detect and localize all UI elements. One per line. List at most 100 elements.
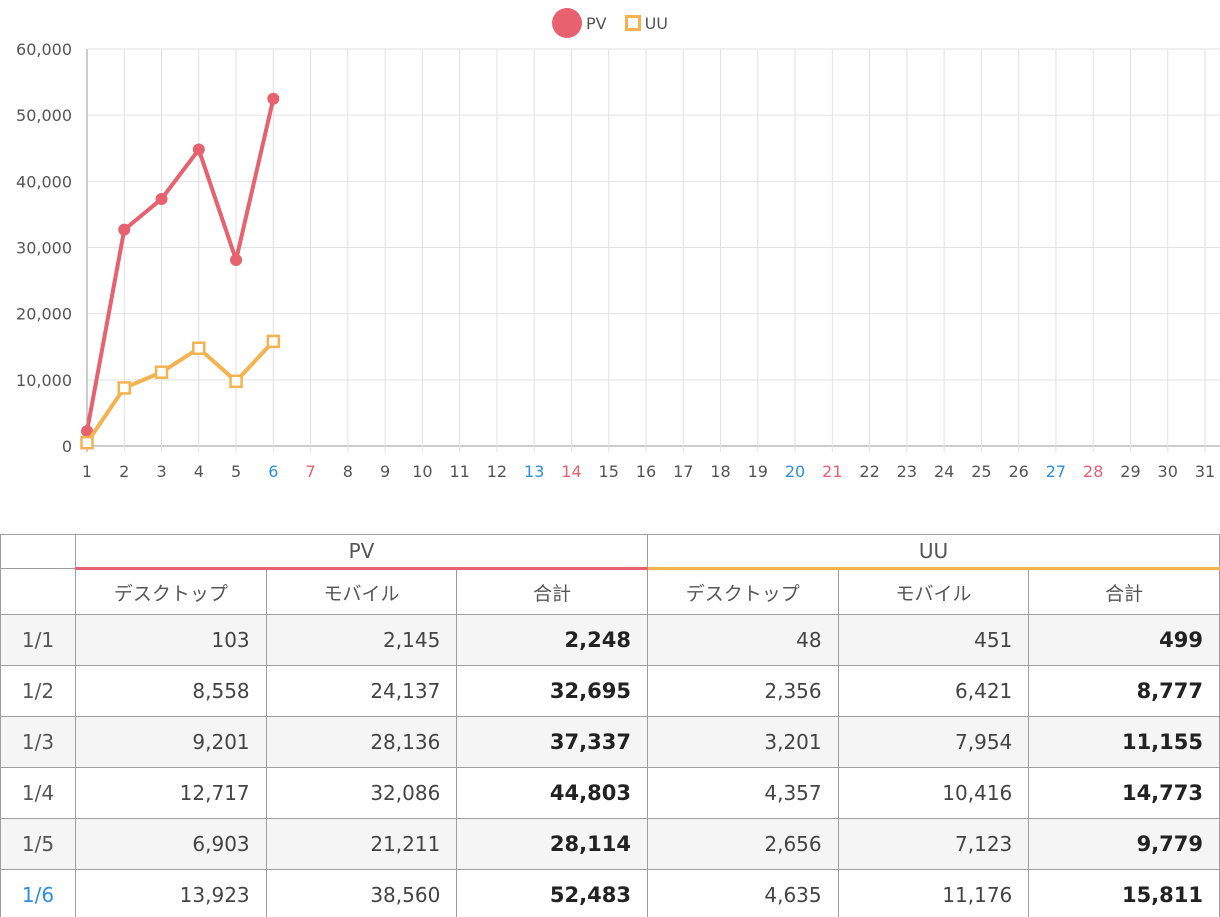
cell-uu-mobile: 6,421 bbox=[837, 665, 1030, 717]
table-row: 1/3 9,201 28,136 37,337 3,201 7,954 11,155 bbox=[0, 716, 1220, 768]
point-pv bbox=[267, 92, 280, 105]
point-uu bbox=[229, 374, 243, 389]
table-row: 1/4 12,717 32,086 44,803 4,357 10,416 14,773 bbox=[0, 767, 1220, 819]
x-tick-label: 22 bbox=[859, 462, 879, 481]
x-tick-label: 30 bbox=[1158, 462, 1178, 481]
legend-item-uu[interactable]: UU bbox=[621, 14, 668, 33]
cell-pv-mobile: 24,137 bbox=[265, 665, 458, 717]
cell-pv-mobile: 28,136 bbox=[265, 716, 458, 768]
cell-uu-total: 499 bbox=[1028, 614, 1220, 666]
point-pv bbox=[230, 253, 243, 266]
x-tick-label: 29 bbox=[1120, 462, 1140, 481]
row-date: 1/2 bbox=[0, 665, 76, 717]
cell-pv-desktop: 6,903 bbox=[75, 818, 267, 870]
x-tick-label: 4 bbox=[194, 462, 204, 481]
y-tick-label: 30,000 bbox=[16, 239, 72, 258]
point-uu bbox=[154, 365, 169, 379]
cell-pv-mobile: 2,145 bbox=[265, 614, 458, 666]
stats-table-container: PV UU デスクトップ モバイル 合計 デスクトップ モバイル 合計 1/1 1… bbox=[0, 534, 1220, 917]
subheader-uu-mobile: モバイル bbox=[837, 567, 1030, 615]
point-uu bbox=[266, 334, 281, 349]
cell-uu-mobile: 11,176 bbox=[837, 869, 1030, 917]
x-tick-label: 26 bbox=[1008, 462, 1028, 481]
x-tick-label: 2 bbox=[119, 462, 129, 481]
x-tick-label: 20 bbox=[785, 462, 805, 481]
cell-pv-total: 2,248 bbox=[456, 614, 648, 666]
cell-uu-desktop: 48 bbox=[646, 614, 839, 666]
cell-pv-mobile: 38,560 bbox=[265, 869, 458, 917]
cell-uu-mobile: 451 bbox=[837, 614, 1030, 666]
x-tick-label: 8 bbox=[343, 462, 353, 481]
corner-cell bbox=[0, 534, 76, 569]
cell-pv-total: 44,803 bbox=[456, 767, 648, 819]
cell-uu-total: 11,155 bbox=[1028, 716, 1220, 768]
cell-pv-total: 37,337 bbox=[456, 716, 648, 768]
subheader-pv-total: 合計 bbox=[456, 567, 648, 615]
row-date: 1/1 bbox=[0, 614, 76, 666]
row-date[interactable]: 1/6 bbox=[0, 869, 76, 917]
stats-table: PV UU デスクトップ モバイル 合計 デスクトップ モバイル 合計 1/1 1… bbox=[0, 534, 1220, 917]
point-uu bbox=[117, 381, 132, 395]
row-date: 1/3 bbox=[0, 716, 76, 768]
x-tick-label: 18 bbox=[710, 462, 730, 481]
subheader-uu-desktop: デスクトップ bbox=[646, 567, 839, 615]
point-pv bbox=[192, 143, 205, 156]
point-pv bbox=[81, 425, 93, 438]
cell-pv-total: 52,483 bbox=[456, 869, 648, 917]
legend-uu-marker bbox=[624, 15, 641, 31]
table-row: 1/2 8,558 24,137 32,695 2,356 6,421 8,777 bbox=[0, 665, 1220, 717]
x-tick-label: 5 bbox=[231, 462, 241, 481]
series-line-uu bbox=[85, 340, 275, 444]
x-tick-label: 24 bbox=[934, 462, 954, 481]
x-tick-label: 23 bbox=[897, 462, 917, 481]
cell-uu-total: 9,779 bbox=[1028, 818, 1220, 870]
point-pv bbox=[118, 223, 131, 236]
x-tick-label: 10 bbox=[412, 462, 432, 481]
cell-uu-desktop: 2,656 bbox=[646, 818, 839, 870]
x-tick-label: 7 bbox=[306, 462, 316, 481]
row-date: 1/5 bbox=[0, 818, 76, 870]
x-tick-label: 15 bbox=[599, 462, 619, 481]
row-date: 1/4 bbox=[0, 767, 76, 819]
stats-table-body: 1/1 103 2,145 2,248 48 451 499 1/2 8,558 24,137 32… bbox=[0, 614, 1220, 917]
y-tick-label: 40,000 bbox=[16, 172, 72, 191]
cell-uu-desktop: 4,357 bbox=[646, 767, 839, 819]
table-row: 1/1 103 2,145 2,248 48 451 499 bbox=[0, 614, 1220, 666]
subheader-pv-mobile: モバイル bbox=[265, 567, 458, 615]
x-tick-label: 9 bbox=[380, 462, 390, 481]
subheader-pv-desktop: デスクトップ bbox=[75, 567, 267, 615]
x-tick-label: 13 bbox=[524, 462, 544, 481]
cell-pv-desktop: 13,923 bbox=[75, 869, 267, 917]
y-tick-label: 60,000 bbox=[16, 40, 72, 59]
legend-pv-label: PV bbox=[585, 13, 607, 33]
cell-uu-mobile: 7,954 bbox=[837, 716, 1030, 768]
x-tick-label: 14 bbox=[561, 462, 581, 481]
cell-uu-total: 8,777 bbox=[1028, 665, 1220, 717]
cell-uu-desktop: 2,356 bbox=[646, 665, 839, 717]
table-row: 1/5 6,903 21,211 28,114 2,656 7,123 9,779 bbox=[0, 818, 1220, 870]
x-tick-label: 25 bbox=[971, 462, 991, 481]
x-tick-label: 31 bbox=[1195, 462, 1215, 481]
group-header-row: PV UU bbox=[0, 534, 1220, 570]
x-tick-label: 19 bbox=[748, 462, 768, 481]
x-tick-label: 16 bbox=[636, 462, 656, 481]
cell-uu-total: 15,811 bbox=[1028, 869, 1220, 917]
group-header-uu: UU bbox=[646, 534, 1220, 570]
x-tick-label: 17 bbox=[673, 462, 693, 481]
x-tick-label: 28 bbox=[1083, 462, 1103, 481]
cell-pv-mobile: 21,211 bbox=[265, 818, 458, 870]
y-tick-label: 0 bbox=[62, 437, 72, 456]
legend-item-pv[interactable]: PV bbox=[551, 8, 607, 38]
chart-area: PV UU 0 10,000 20,000 30,000 40,000 50,000 60,… bbox=[16, 8, 1220, 481]
cell-uu-mobile: 7,123 bbox=[837, 818, 1030, 870]
corner-cell-2 bbox=[0, 568, 76, 615]
x-tick-label: 27 bbox=[1046, 462, 1066, 481]
cell-pv-desktop: 103 bbox=[75, 614, 267, 666]
series-line-pv bbox=[85, 98, 276, 432]
cell-pv-total: 32,695 bbox=[456, 665, 648, 717]
cell-uu-mobile: 10,416 bbox=[837, 767, 1030, 819]
x-tick-label: 12 bbox=[487, 462, 507, 481]
cell-uu-desktop: 4,635 bbox=[646, 869, 839, 917]
cell-pv-desktop: 12,717 bbox=[75, 767, 267, 819]
